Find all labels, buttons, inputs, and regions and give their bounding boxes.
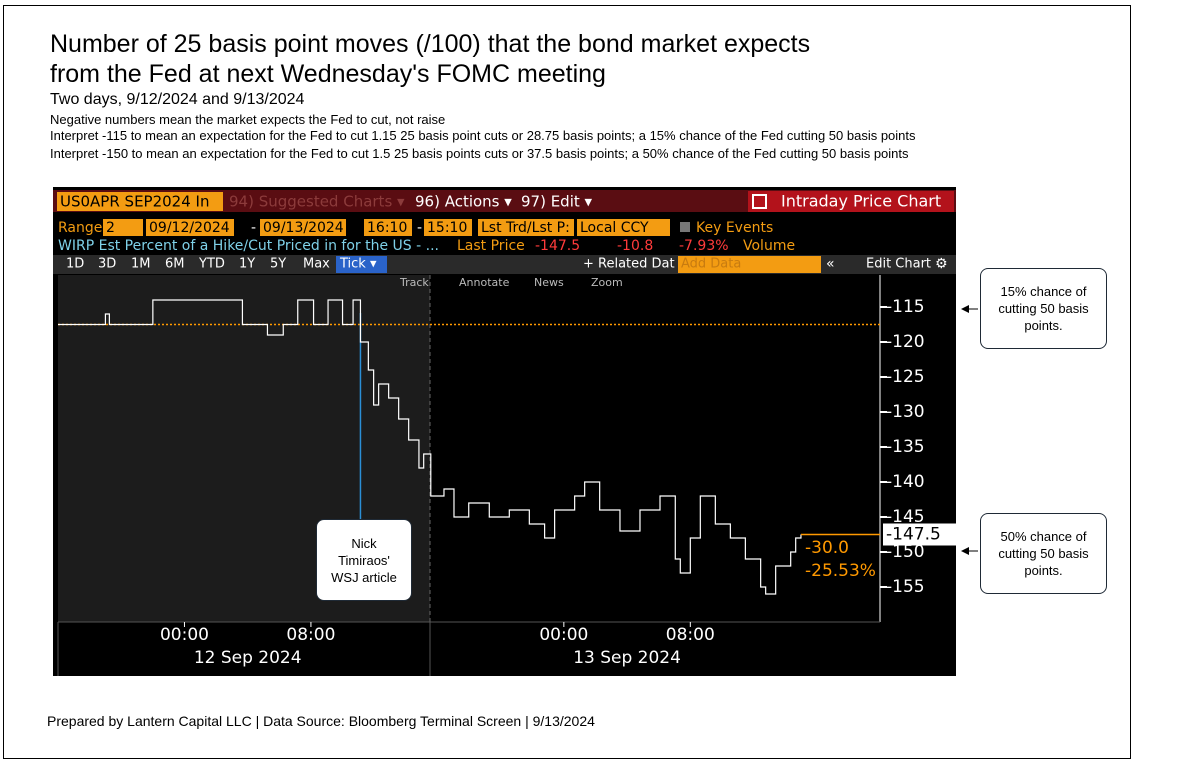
range-field: - [417,220,422,236]
period-button[interactable]: 1Y [239,257,255,272]
range-field-box [364,219,412,236]
popout-icon [752,194,767,209]
period-button[interactable]: 5Y [270,257,286,272]
callout: 50% chance of cutting 50 basis points. [980,513,1107,594]
collapse[interactable]: « [826,256,835,272]
chart-tool[interactable]: Zoom [591,276,623,289]
range-field[interactable]: 15:10 [427,220,467,236]
range-label: Range [58,220,102,236]
range-field[interactable]: 16:10 [367,220,407,236]
range-field: - [251,220,256,236]
note: Interpret -115 to mean an expectation fo… [50,128,916,143]
period-button[interactable]: 3D [98,257,116,272]
subtitle: Two days, 9/12/2024 and 9/13/2024 [50,91,305,108]
title: from the Fed at next Wednesday's FOMC me… [50,60,606,88]
edit-chart[interactable]: Edit Chart [866,257,931,272]
period-button[interactable]: YTD [198,257,225,272]
menu-item[interactable]: 97) Edit ▾ [521,193,593,211]
key-events[interactable]: Key Events [696,220,773,236]
change: -10.8 [617,238,653,254]
range-field[interactable]: Lst Trd/Lst P: [481,220,570,236]
y-tick-label: -135 [886,437,925,457]
range-field[interactable]: Local CCY [580,220,649,236]
arrowhead [961,305,969,313]
period-button[interactable]: 6M [165,257,185,272]
range-field-box [146,219,234,236]
panel-title: Intraday Price Chart [781,192,941,211]
note: Negative numbers mean the market expects… [50,112,446,127]
period-selected-box [336,256,387,273]
menu-item[interactable]: 96) Actions ▾ [415,193,512,211]
range-field-box [424,219,472,236]
series-name: WIRP Est Percent of a Hike/Cut Priced in… [58,238,439,254]
period-button[interactable]: 1M [131,257,151,272]
chart-tool[interactable]: Track [399,276,429,289]
x-tick-label: 00:00 [539,625,588,645]
change-label: -30.0 [805,538,849,558]
period-selected[interactable]: Tick ▾ [339,257,377,272]
change-pct: -7.93% [679,238,729,254]
arrowhead [961,547,969,555]
last-price-box [883,523,956,546]
volume-label: Volume [743,238,795,254]
add-data[interactable]: Add Data [681,257,741,272]
callout: 15% chance of cutting 50 basis points. [980,268,1107,349]
menu-item[interactable]: 94) Suggested Charts ▾ [229,193,405,211]
period-button[interactable]: Max [303,257,330,272]
x-date-label: 13 Sep 2024 [573,648,681,668]
range-field[interactable]: 09/13/2024 [263,220,344,236]
ticker-box [57,192,223,211]
x-date-label: 12 Sep 2024 [194,648,302,668]
range-field-box [478,219,574,236]
series-line [58,299,802,595]
y-tick-label: -140 [886,472,925,492]
y-tick-label: -120 [886,332,925,352]
range-field[interactable]: 09/12/2024 [149,220,230,236]
range-field-box [260,219,346,236]
settings[interactable]: ⚙ [935,256,948,272]
note: Interpret -150 to mean an expectation fo… [50,146,909,161]
chart-tool[interactable]: News [534,276,564,289]
y-tick-label: -115 [886,297,925,317]
footer: Prepared by Lantern Capital LLC | Data S… [47,713,595,729]
x-tick-label: 08:00 [666,625,715,645]
last-price-label: -147.5 [886,525,941,545]
menu-bar [53,190,956,212]
title: Number of 25 basis point moves (/100) th… [50,30,811,58]
range-field-box [577,219,670,236]
last-price-label: Last Price [457,238,525,254]
callout: Nick Timiraos' WSJ article [316,519,412,601]
panel-title-box [748,191,954,212]
range-field[interactable]: 2 [106,220,115,236]
y-tick-label: -130 [886,402,925,422]
checkbox[interactable] [680,222,690,232]
ticker[interactable]: US0APR SEP2024 In [60,193,209,211]
add-data-box [678,256,821,273]
range-field-box [103,219,143,236]
y-tick-label: -150 [886,542,925,562]
last-price: -147.5 [535,238,580,254]
frame [3,5,1131,759]
y-tick-label: -125 [886,367,925,387]
y-tick-label: -155 [886,577,925,597]
related-data[interactable]: + Related Dat [583,257,675,272]
x-tick-label: 00:00 [160,625,209,645]
chart-tool[interactable]: Annotate [459,276,510,289]
change-label: -25.53% [805,561,876,581]
x-tick-label: 08:00 [286,625,335,645]
period-button[interactable]: 1D [66,257,84,272]
y-tick-label: -145 [886,507,925,527]
